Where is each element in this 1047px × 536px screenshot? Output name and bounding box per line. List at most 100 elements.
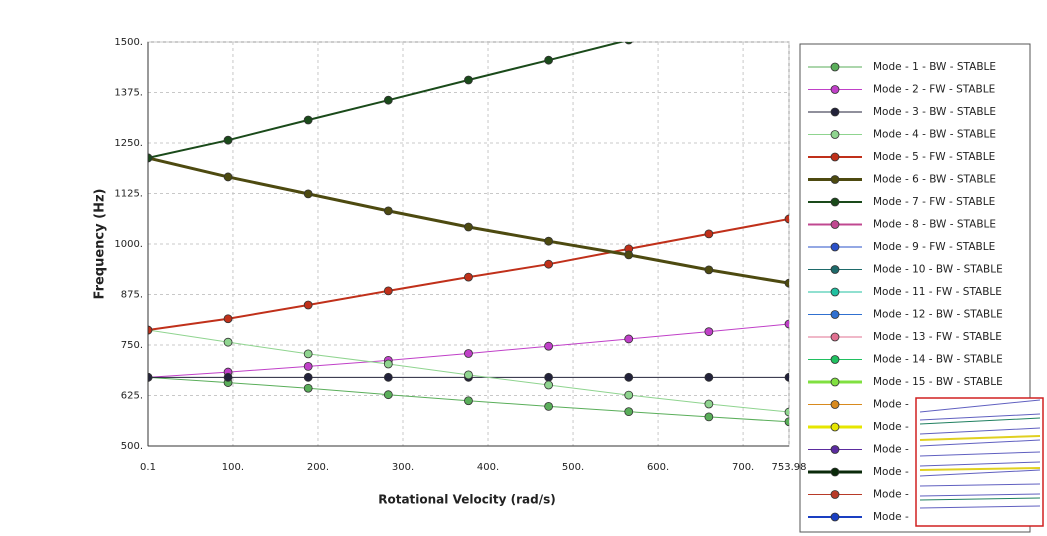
legend-label: Mode - 3 - BW - STABLE bbox=[873, 106, 996, 118]
data-point bbox=[464, 75, 473, 85]
y-tick-label: 750. bbox=[121, 340, 143, 351]
x-tick-label: 200. bbox=[307, 462, 329, 473]
x-tick-label: 300. bbox=[392, 462, 414, 473]
data-point bbox=[383, 95, 393, 105]
data-point bbox=[544, 341, 553, 351]
legend-marker bbox=[830, 85, 840, 94]
legend-label: Mode - 14 - BW - STABLE bbox=[873, 354, 1003, 366]
legend-label: Mode - 4 - BW - STABLE bbox=[873, 129, 996, 141]
data-point bbox=[624, 407, 634, 417]
legend-label: Mode - bbox=[873, 421, 909, 433]
data-point bbox=[544, 372, 553, 382]
legend-label: Mode - bbox=[873, 511, 909, 523]
data-point bbox=[464, 370, 473, 380]
legend-label: Mode - 12 - BW - STABLE bbox=[873, 309, 1003, 321]
legend-marker bbox=[830, 332, 840, 342]
thumbnail-lines bbox=[919, 435, 1041, 471]
x-tick-label: 0.1 bbox=[140, 462, 156, 473]
data-point bbox=[544, 380, 553, 390]
data-point bbox=[303, 383, 313, 393]
data-point bbox=[704, 327, 714, 337]
legend-marker bbox=[830, 422, 840, 432]
data-point bbox=[148, 372, 153, 382]
y-tick-label: 1125. bbox=[114, 189, 143, 200]
data-point bbox=[624, 42, 633, 45]
data-point bbox=[544, 55, 553, 65]
legend-marker bbox=[830, 377, 840, 387]
data-point bbox=[544, 259, 553, 269]
legend-label: Mode - 7 - FW - STABLE bbox=[873, 196, 995, 208]
data-point bbox=[704, 229, 714, 239]
x-tick-label: 700. bbox=[732, 462, 754, 473]
y-tick-label: 1375. bbox=[114, 88, 143, 99]
data-point bbox=[148, 153, 153, 163]
data-point bbox=[303, 115, 313, 125]
legend-marker bbox=[830, 490, 840, 499]
data-point bbox=[303, 189, 313, 199]
legend-marker bbox=[830, 107, 840, 117]
legend-marker bbox=[830, 130, 840, 139]
data-point bbox=[223, 135, 233, 145]
legend-marker bbox=[830, 445, 840, 454]
data-point bbox=[784, 278, 789, 288]
x-axis-title: Rotational Velocity (rad/s) bbox=[378, 493, 556, 507]
data-point bbox=[303, 349, 313, 359]
data-point bbox=[784, 214, 789, 224]
data-point bbox=[624, 334, 634, 344]
data-point bbox=[784, 407, 789, 417]
data-point bbox=[704, 372, 714, 382]
data-point bbox=[303, 300, 313, 310]
data-point bbox=[464, 349, 473, 358]
thumbnail-lines bbox=[919, 417, 1041, 501]
data-point bbox=[704, 399, 714, 409]
data-point bbox=[383, 390, 393, 400]
data-point bbox=[785, 0, 793, 4]
thumbnail bbox=[915, 397, 1044, 527]
legend-marker bbox=[830, 310, 840, 319]
legend-marker bbox=[830, 400, 840, 409]
legend-marker bbox=[830, 467, 840, 477]
data-point bbox=[223, 372, 233, 382]
legend-marker bbox=[830, 287, 840, 297]
data-point bbox=[544, 236, 553, 246]
legend-marker bbox=[830, 265, 840, 274]
data-point bbox=[223, 172, 233, 182]
data-point bbox=[624, 250, 634, 260]
x-tick-label: 400. bbox=[477, 462, 499, 473]
legend-label: Mode - 10 - BW - STABLE bbox=[873, 264, 1003, 276]
data-point bbox=[383, 206, 393, 216]
legend-label: Mode - 11 - FW - STABLE bbox=[873, 286, 1002, 298]
legend-label: Mode - 6 - BW - STABLE bbox=[873, 174, 996, 186]
legend-label: Mode - 9 - FW - STABLE bbox=[873, 241, 995, 253]
data-point bbox=[624, 390, 634, 400]
legend-label: Mode - 2 - FW - STABLE bbox=[873, 84, 995, 96]
legend-marker bbox=[830, 512, 840, 522]
data-point bbox=[624, 372, 634, 382]
data-point bbox=[383, 372, 393, 382]
legend-marker bbox=[830, 220, 840, 229]
legend-label: Mode - bbox=[873, 399, 909, 411]
legend-label: Mode - bbox=[873, 466, 909, 478]
legend-label: Mode - bbox=[873, 489, 909, 501]
y-tick-label: 625. bbox=[121, 391, 143, 402]
data-point bbox=[784, 372, 789, 382]
data-point bbox=[303, 372, 313, 382]
data-point bbox=[464, 396, 473, 406]
legend-marker bbox=[830, 152, 840, 162]
data-point bbox=[383, 286, 393, 296]
legend-label: Mode - bbox=[873, 444, 909, 456]
x-tick-label: 100. bbox=[222, 462, 244, 473]
data-point bbox=[544, 402, 553, 411]
legend-marker bbox=[830, 197, 840, 207]
legend-marker bbox=[830, 62, 840, 72]
legend-label: Mode - 15 - BW - STABLE bbox=[873, 376, 1003, 388]
data-point bbox=[223, 314, 233, 324]
thumbnail-lines bbox=[919, 399, 1041, 509]
y-tick-label: 500. bbox=[121, 441, 143, 452]
legend-marker bbox=[830, 355, 840, 364]
data-point bbox=[303, 362, 313, 371]
data-point bbox=[704, 265, 714, 275]
data-point bbox=[223, 337, 233, 347]
legend-label: Mode - 5 - FW - STABLE bbox=[873, 151, 995, 163]
